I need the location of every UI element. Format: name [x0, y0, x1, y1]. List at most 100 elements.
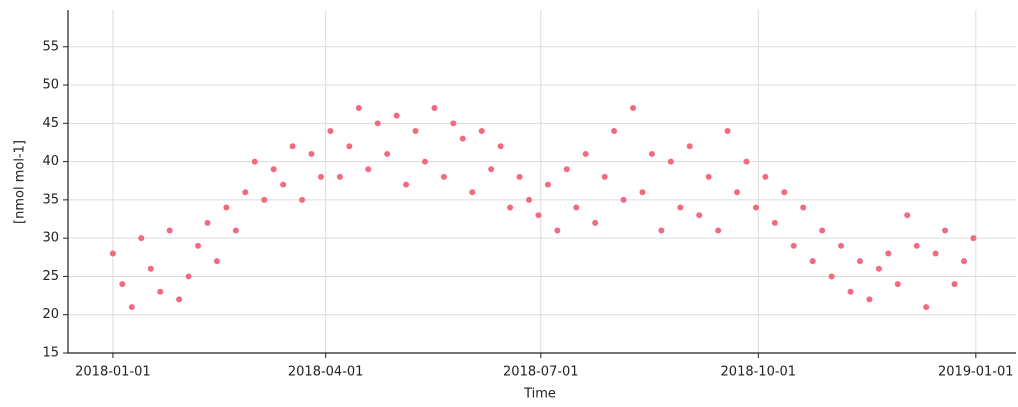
- point: [601, 173, 608, 180]
- point: [771, 219, 778, 226]
- point: [242, 189, 249, 196]
- point: [535, 212, 542, 219]
- point: [185, 273, 192, 280]
- point: [856, 258, 863, 265]
- y-tick-label: 55: [42, 39, 59, 54]
- point: [923, 304, 930, 311]
- point: [800, 204, 807, 211]
- point: [393, 112, 400, 119]
- point: [204, 219, 211, 226]
- y-tick-label: 25: [42, 269, 59, 284]
- y-tick-label: 15: [42, 346, 59, 361]
- point: [403, 181, 410, 188]
- point: [516, 173, 523, 180]
- point: [525, 196, 532, 203]
- point: [147, 265, 154, 272]
- y-axis-label: [nmol mol-1]: [13, 140, 28, 224]
- point: [970, 235, 977, 242]
- point: [715, 227, 722, 234]
- point: [421, 158, 428, 165]
- y-tick-label: 30: [42, 231, 59, 246]
- point: [478, 127, 485, 134]
- point: [138, 235, 145, 242]
- y-tick-label: 45: [42, 116, 59, 131]
- point: [497, 143, 504, 150]
- x-tick-label: 2019-01-01: [938, 365, 1014, 380]
- point: [374, 120, 381, 127]
- x-tick-label: 2018-01-01: [75, 365, 151, 380]
- point: [639, 189, 646, 196]
- x-tick-label: 2018-10-01: [721, 365, 797, 380]
- point: [942, 227, 949, 234]
- point: [686, 143, 693, 150]
- point: [752, 204, 759, 211]
- y-tick-label: 50: [42, 78, 59, 93]
- point: [809, 258, 816, 265]
- point: [611, 127, 618, 134]
- point: [743, 158, 750, 165]
- point: [592, 219, 599, 226]
- point: [696, 212, 703, 219]
- x-axis-label: Time: [523, 387, 556, 402]
- point: [365, 166, 372, 173]
- point: [544, 181, 551, 188]
- point: [960, 258, 967, 265]
- y-tick-label: 35: [42, 192, 59, 207]
- point: [440, 173, 447, 180]
- point: [847, 288, 854, 295]
- point: [251, 158, 258, 165]
- point: [620, 196, 627, 203]
- point: [469, 189, 476, 196]
- point: [336, 173, 343, 180]
- point: [866, 296, 873, 303]
- point: [157, 288, 164, 295]
- point: [109, 250, 116, 257]
- point: [554, 227, 561, 234]
- point: [705, 173, 712, 180]
- point: [384, 150, 391, 157]
- point: [563, 166, 570, 173]
- point: [270, 166, 277, 173]
- point: [677, 204, 684, 211]
- point: [223, 204, 230, 211]
- point: [346, 143, 353, 150]
- y-tick-label: 20: [42, 307, 59, 322]
- point: [317, 173, 324, 180]
- point: [648, 150, 655, 157]
- point: [932, 250, 939, 257]
- point: [630, 105, 637, 111]
- x-tick-label: 2018-04-01: [288, 365, 364, 380]
- point: [355, 105, 362, 111]
- point: [828, 273, 835, 280]
- point: [734, 189, 741, 196]
- point: [195, 242, 202, 249]
- point: [582, 150, 589, 157]
- point: [724, 127, 731, 134]
- x-tick-label: 2018-07-01: [503, 365, 579, 380]
- point: [790, 242, 797, 249]
- point: [261, 196, 268, 203]
- y-tick-label: 40: [42, 154, 59, 169]
- point: [667, 158, 674, 165]
- point: [819, 227, 826, 234]
- point: [488, 166, 495, 173]
- point: [232, 227, 239, 234]
- point: [299, 196, 306, 203]
- point: [128, 304, 135, 311]
- point: [875, 265, 882, 272]
- point: [213, 258, 220, 265]
- point: [781, 189, 788, 196]
- point: [308, 150, 315, 157]
- point: [838, 242, 845, 249]
- point: [951, 281, 958, 288]
- point: [176, 296, 183, 303]
- point: [762, 173, 769, 180]
- point: [450, 120, 457, 127]
- point: [412, 127, 419, 134]
- point: [913, 242, 920, 249]
- point: [119, 281, 126, 288]
- point: [327, 127, 334, 134]
- point: [431, 105, 438, 111]
- point: [658, 227, 665, 234]
